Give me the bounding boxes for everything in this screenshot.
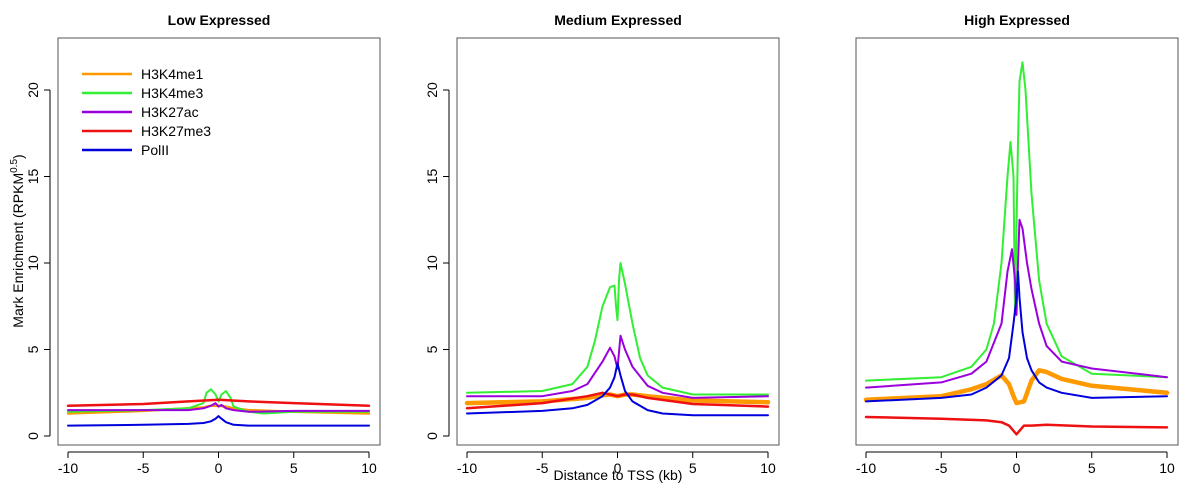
panel-2-title: Medium Expressed [554, 12, 682, 28]
panel-3-x-tick-label: 10 [1159, 460, 1175, 476]
legend: H3K4me1 H3K4me3 H3K27ac H3K27me3 PolII [82, 66, 211, 158]
y-axis-label-text: Mark Enrichment (RPKM [10, 173, 26, 328]
panel-1-series-polii [67, 415, 370, 427]
legend-label-h3k27me3: H3K27me3 [141, 123, 211, 139]
panel-3-series-h3k4me3 [865, 61, 1168, 382]
panel-3-series-h3k27ac [865, 218, 1168, 389]
panel-2-series-polii [466, 362, 769, 417]
panel-1-y-tick-label: 15 [25, 169, 41, 185]
panel-1-x-tick-label: 0 [215, 460, 223, 476]
panel-1-x-tick-label: 5 [290, 460, 298, 476]
panel-2-x-tick-label: 5 [689, 460, 697, 476]
panel-2-y-tick-label: 20 [424, 82, 440, 98]
panel-1-title: Low Expressed [168, 12, 271, 28]
panel-3-x-tick-label: -10 [856, 460, 876, 476]
panel-2-series-h3k27ac [466, 334, 769, 399]
panel-3-title: High Expressed [964, 12, 1070, 28]
panel-2-frame [456, 37, 780, 446]
panel-1-series-h3k27ac [67, 402, 370, 413]
panel-2-series-h3k4me3 [466, 262, 769, 396]
panel-3-x-tick-label: 5 [1088, 460, 1096, 476]
panel-1-y-tick-label: 0 [25, 432, 41, 440]
panel-2-series-h3k27me3 [465, 391, 770, 410]
panel-3-series-h3k27me3 [864, 415, 1169, 436]
legend-label-polii: PolII [141, 142, 169, 158]
panel-1-x-tick-label: 10 [361, 460, 377, 476]
panel-1-frame [57, 37, 381, 446]
panel-1-series-h3k27me3 [66, 398, 371, 407]
panel-2-x-tick-label: 0 [614, 460, 622, 476]
legend-label-h3k4me3: H3K4me3 [141, 85, 203, 101]
panel-1-y-tick-label: 5 [25, 345, 41, 353]
panel-3-x-tick-label: 0 [1013, 460, 1021, 476]
legend-label-h3k27ac: H3K27ac [141, 104, 199, 120]
panel-2-y-tick-label: 10 [424, 255, 440, 271]
panel-1-x-tick-label: -5 [137, 460, 150, 476]
y-axis-label-superscript: 0.5 [9, 159, 20, 173]
y-axis-label: Mark Enrichment (RPKM0.5) [9, 154, 26, 327]
panel-2-x-tick-label: -10 [457, 460, 477, 476]
panel-2-x-tick-label: -5 [536, 460, 549, 476]
panel-2-y-tick-label: 0 [424, 432, 440, 440]
panel-2-x-tick-label: 10 [760, 460, 776, 476]
panel-2-y-tick-label: 15 [424, 169, 440, 185]
panel-3-x-tick-label: -5 [935, 460, 948, 476]
panel-3-series-polii [865, 270, 1168, 403]
x-axis-label: Distance to TSS (kb) [554, 467, 683, 483]
panel-1-x-tick-label: -10 [58, 460, 78, 476]
panel-2-y-tick-label: 5 [424, 345, 440, 353]
panel-1-y-tick-label: 10 [25, 255, 41, 271]
panel-3-frame [855, 37, 1179, 446]
panel-1-y-tick-label: 20 [25, 82, 41, 98]
legend-label-h3k4me1: H3K4me1 [141, 66, 203, 82]
plot-marks: -10 -5 0 5 10 0 5 10 15 20 -10 -5 0 5 10 0 5 10 15 20 -10 -5 0… [25, 61, 1175, 476]
y-axis-label-close: ) [10, 154, 26, 159]
panel-3-series-h3k4me1 [863, 368, 1170, 406]
